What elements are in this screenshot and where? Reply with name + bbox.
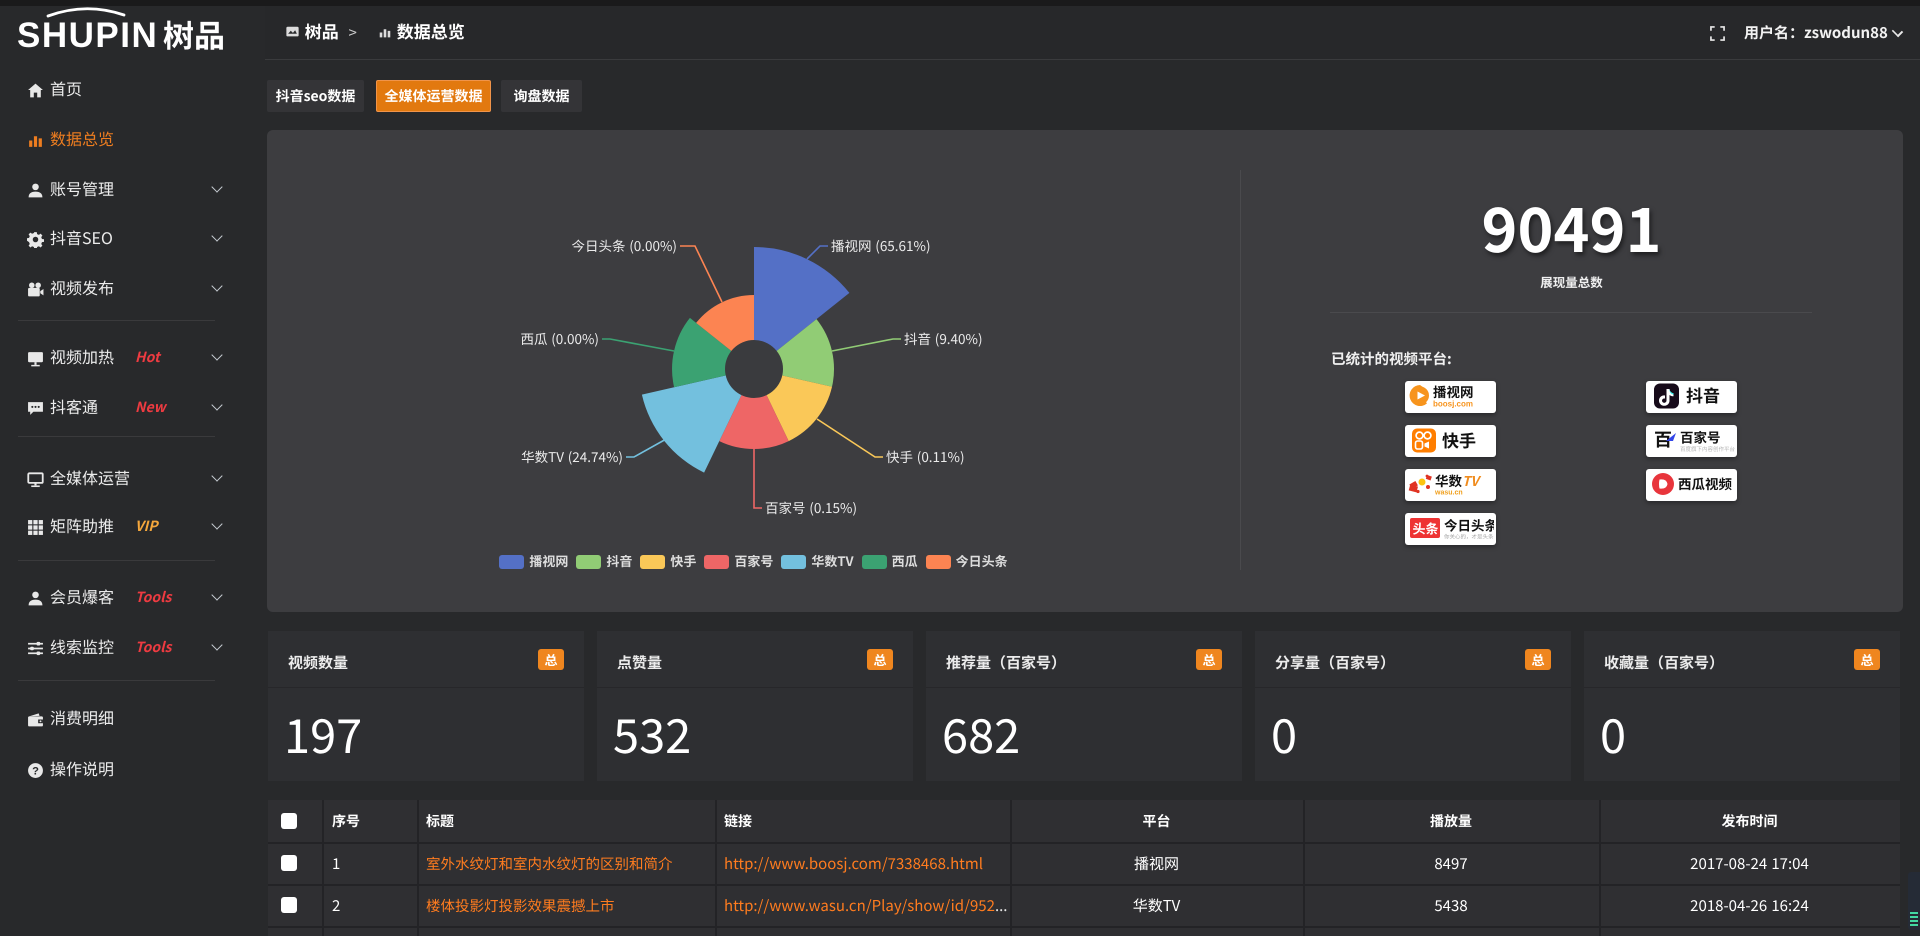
svg-text:快手: 快手 <box>1442 427 1476 452</box>
svg-text:?: ? <box>32 765 39 777</box>
svg-text:SHUPIN: SHUPIN <box>17 16 158 55</box>
svg-text:播视网: 播视网 <box>1433 381 1474 401</box>
svg-text:百度旗下内容创作平台: 百度旗下内容创作平台 <box>1680 445 1735 453</box>
svg-text:华数TV: 华数TV <box>1435 470 1481 490</box>
svg-text:抖音 (9.40%): 抖音 (9.40%) <box>904 328 983 348</box>
svg-text:百: 百 <box>1654 426 1672 452</box>
svg-text:树品: 树品 <box>163 11 225 56</box>
svg-text:今日头条: 今日头条 <box>1444 515 1494 535</box>
svg-text:西瓜 (0.00%): 西瓜 (0.00%) <box>520 328 599 348</box>
svg-text:抖音: 抖音 <box>1686 382 1720 407</box>
svg-text:百家号 (0.15%): 百家号 (0.15%) <box>765 497 857 517</box>
svg-text:快手 (0.11%): 快手 (0.11%) <box>886 446 965 466</box>
svg-text:百家号: 百家号 <box>1680 427 1721 447</box>
svg-text:华数TV (24.74%): 华数TV (24.74%) <box>521 446 623 466</box>
svg-text:播视网 (65.61%): 播视网 (65.61%) <box>831 235 931 255</box>
svg-text:头条: 头条 <box>1413 519 1439 538</box>
svg-text:今日头条 (0.00%): 今日头条 (0.00%) <box>571 235 677 255</box>
svg-text:你关心的，才是头条: 你关心的，才是头条 <box>1444 533 1494 541</box>
svg-text:西瓜视频: 西瓜视频 <box>1678 473 1732 493</box>
svg-text:boosj.com: boosj.com <box>1433 400 1473 409</box>
svg-text:wasu.cn: wasu.cn <box>1434 490 1463 497</box>
